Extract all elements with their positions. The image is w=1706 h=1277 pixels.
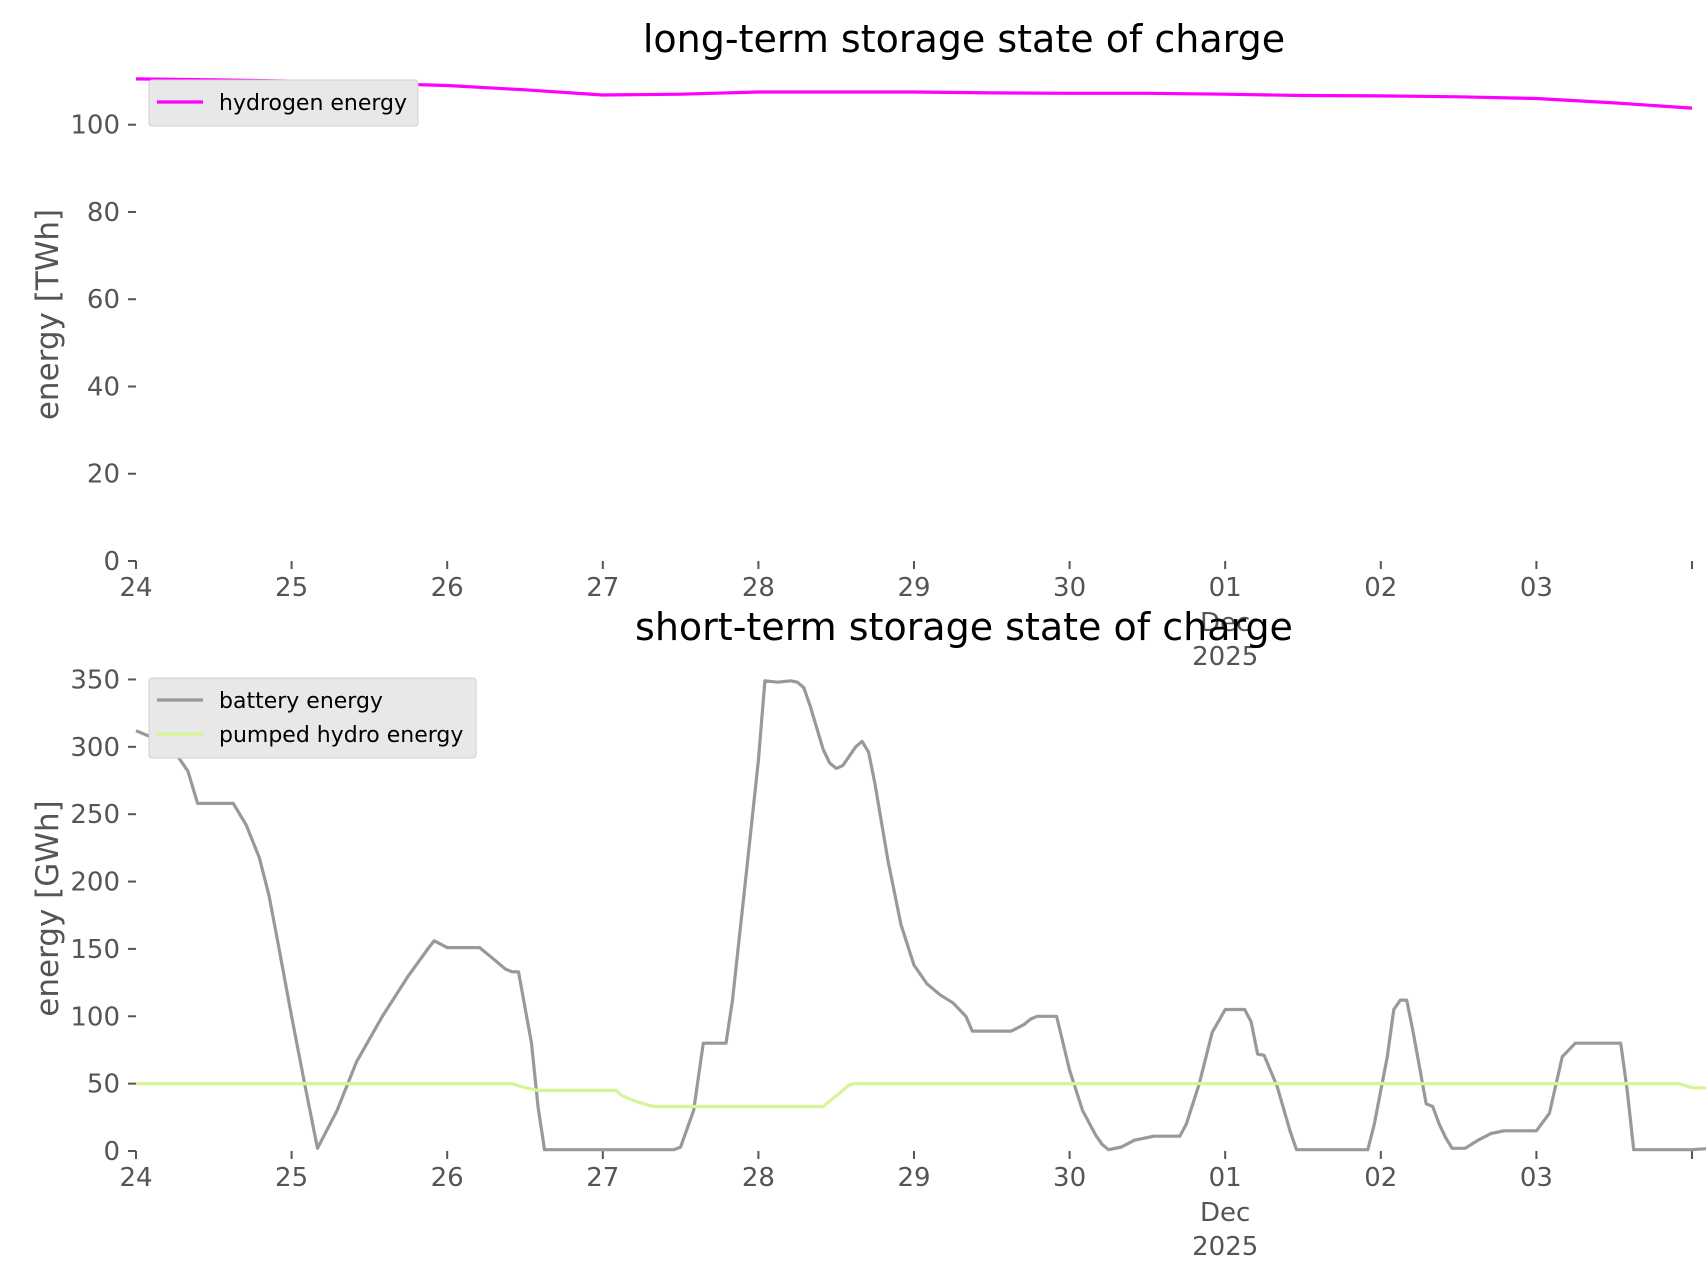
legend-label: battery energy [219, 689, 383, 714]
x-tick-label: 27 [586, 573, 619, 603]
x-tick-label: 26 [431, 1163, 464, 1193]
x-tick-label: 28 [742, 573, 775, 603]
y-tick-label: 200 [70, 868, 120, 898]
chart-title-0: long-term storage state of charge [643, 17, 1285, 61]
x-tick-label: 03 [1520, 1163, 1553, 1193]
x-tick-label: 30 [1053, 1163, 1086, 1193]
x-tick-label: 27 [586, 1163, 619, 1193]
x-tick-sublabel-year: 2025 [1192, 642, 1258, 672]
series-line-battery-energy [135, 679, 1706, 1152]
y-tick-label: 80 [87, 198, 120, 228]
x-tick-label: 01 [1209, 1163, 1242, 1193]
x-tick-sublabel-year: 2025 [1192, 1232, 1258, 1262]
x-tick-label: 30 [1053, 573, 1086, 603]
y-tick-label: 0 [103, 547, 120, 577]
y-tick-label: 150 [70, 935, 120, 965]
x-tick-sublabel-month: Dec [1200, 1198, 1250, 1228]
x-tick-label: 03 [1520, 573, 1553, 603]
y-axis-label-1: energy [GWh] [30, 800, 66, 1016]
y-tick-label: 60 [87, 285, 120, 315]
x-tick-sublabel-month: Dec [1200, 608, 1250, 638]
legend-box-0 [148, 79, 419, 127]
x-tick-label: 28 [742, 1163, 775, 1193]
x-tick-label: 24 [119, 1163, 152, 1193]
legend-label: pumped hydro energy [219, 723, 463, 748]
chart-title-1: short-term storage state of charge [635, 605, 1293, 649]
y-tick-label: 100 [70, 111, 120, 141]
y-tick-label: 20 [87, 460, 120, 490]
y-tick-label: 100 [70, 1002, 120, 1032]
x-tick-label: 02 [1364, 1163, 1397, 1193]
x-tick-label: 29 [897, 573, 930, 603]
x-tick-label: 26 [431, 573, 464, 603]
y-tick-label: 350 [70, 665, 120, 695]
x-tick-label: 25 [275, 573, 308, 603]
x-tick-label: 24 [119, 573, 152, 603]
y-tick-label: 0 [103, 1137, 120, 1167]
x-tick-label: 02 [1364, 573, 1397, 603]
x-tick-label: 29 [897, 1163, 930, 1193]
legend-label: hydrogen energy [219, 91, 407, 116]
legend-box-1 [148, 677, 477, 759]
y-axis-label-0: energy [TWh] [30, 209, 66, 420]
x-tick-label: 01 [1209, 573, 1242, 603]
y-tick-label: 50 [87, 1070, 120, 1100]
y-tick-label: 40 [87, 372, 120, 402]
series-line-pumped-hydro-energy [136, 1082, 1706, 1109]
x-tick-label: 25 [275, 1163, 308, 1193]
y-tick-label: 300 [70, 733, 120, 763]
y-tick-label: 250 [70, 800, 120, 830]
